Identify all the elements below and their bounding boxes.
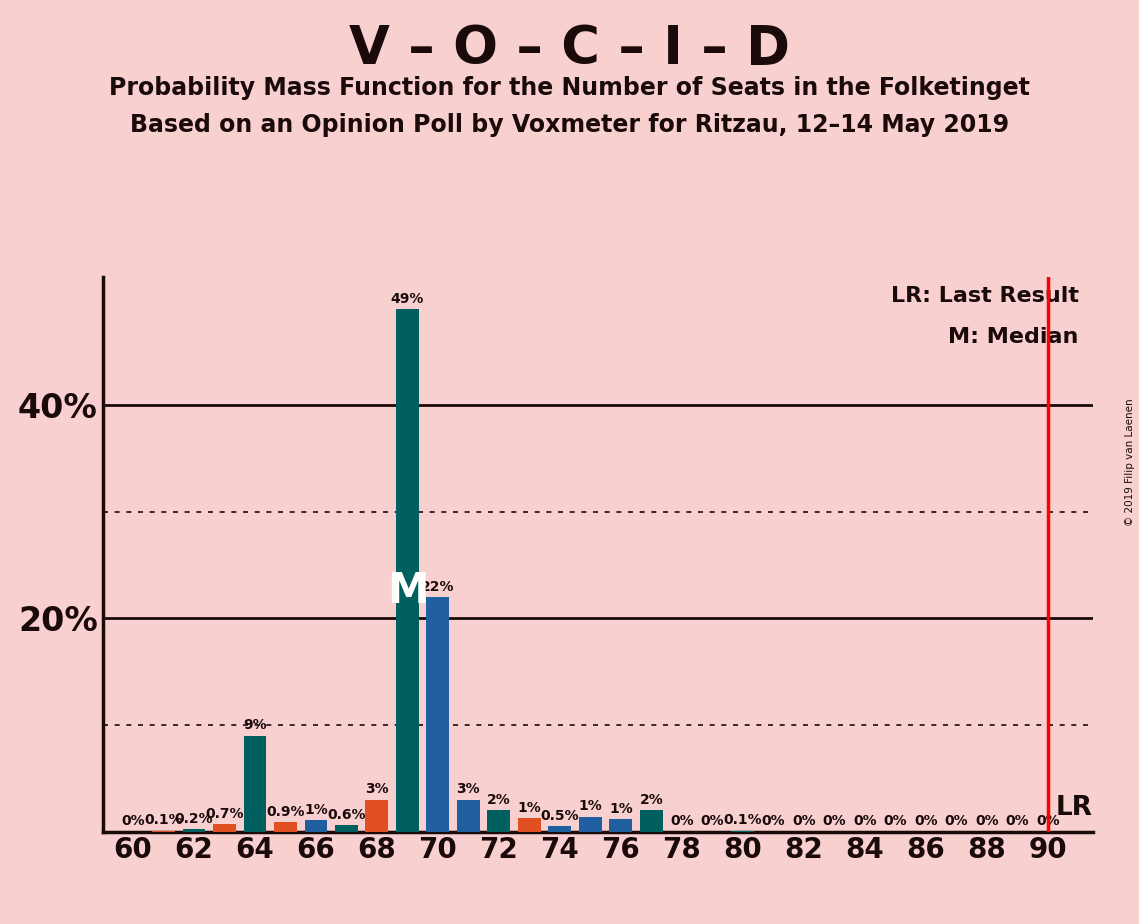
Text: 0%: 0% xyxy=(121,814,145,829)
Bar xyxy=(274,822,297,832)
Text: 0%: 0% xyxy=(700,814,724,829)
Text: 1%: 1% xyxy=(304,803,328,817)
Bar xyxy=(548,826,572,832)
Text: 0%: 0% xyxy=(822,814,846,829)
Text: 1%: 1% xyxy=(517,800,541,815)
Text: 0%: 0% xyxy=(792,814,816,829)
Text: 0%: 0% xyxy=(975,814,999,829)
Text: 0.5%: 0.5% xyxy=(541,809,579,823)
Bar xyxy=(182,830,205,832)
Bar xyxy=(244,736,267,832)
Bar xyxy=(731,831,754,832)
Text: 1%: 1% xyxy=(609,802,633,816)
Bar xyxy=(457,799,480,832)
Text: 22%: 22% xyxy=(421,580,454,594)
Bar xyxy=(304,820,327,832)
Text: 0%: 0% xyxy=(762,814,785,829)
Text: 0%: 0% xyxy=(884,814,907,829)
Text: © 2019 Filip van Laenen: © 2019 Filip van Laenen xyxy=(1125,398,1134,526)
Text: 0.9%: 0.9% xyxy=(267,805,305,819)
Text: 0.6%: 0.6% xyxy=(327,808,366,822)
Text: Based on an Opinion Poll by Voxmeter for Ritzau, 12–14 May 2019: Based on an Opinion Poll by Voxmeter for… xyxy=(130,113,1009,137)
Text: 2%: 2% xyxy=(487,793,510,807)
Bar xyxy=(366,799,388,832)
Text: LR: LR xyxy=(1056,795,1092,821)
Text: M: Median: M: Median xyxy=(948,327,1079,347)
Text: Probability Mass Function for the Number of Seats in the Folketinget: Probability Mass Function for the Number… xyxy=(109,76,1030,100)
Text: 0%: 0% xyxy=(853,814,877,829)
Text: 0%: 0% xyxy=(1035,814,1059,829)
Text: 0%: 0% xyxy=(670,814,694,829)
Text: 0.1%: 0.1% xyxy=(145,813,182,827)
Text: 3%: 3% xyxy=(366,783,388,796)
Bar xyxy=(579,817,601,832)
Bar xyxy=(426,597,449,832)
Text: 49%: 49% xyxy=(391,292,424,306)
Text: 2%: 2% xyxy=(639,793,663,807)
Text: LR: Last Result: LR: Last Result xyxy=(891,286,1079,306)
Bar xyxy=(151,831,175,832)
Text: 0%: 0% xyxy=(913,814,937,829)
Text: 0.1%: 0.1% xyxy=(723,813,762,827)
Bar xyxy=(609,819,632,832)
Bar xyxy=(487,810,510,832)
Bar xyxy=(335,825,358,832)
Text: M: M xyxy=(386,570,428,613)
Bar xyxy=(518,818,541,832)
Bar xyxy=(213,824,236,832)
Text: 0%: 0% xyxy=(1006,814,1029,829)
Text: V – O – C – I – D: V – O – C – I – D xyxy=(349,23,790,75)
Text: 0.7%: 0.7% xyxy=(205,807,244,821)
Text: 0.2%: 0.2% xyxy=(174,812,213,826)
Bar xyxy=(396,310,419,832)
Text: 9%: 9% xyxy=(243,719,267,733)
Text: 0%: 0% xyxy=(944,814,968,829)
Bar xyxy=(640,810,663,832)
Text: 3%: 3% xyxy=(457,783,481,796)
Text: 1%: 1% xyxy=(579,799,603,813)
